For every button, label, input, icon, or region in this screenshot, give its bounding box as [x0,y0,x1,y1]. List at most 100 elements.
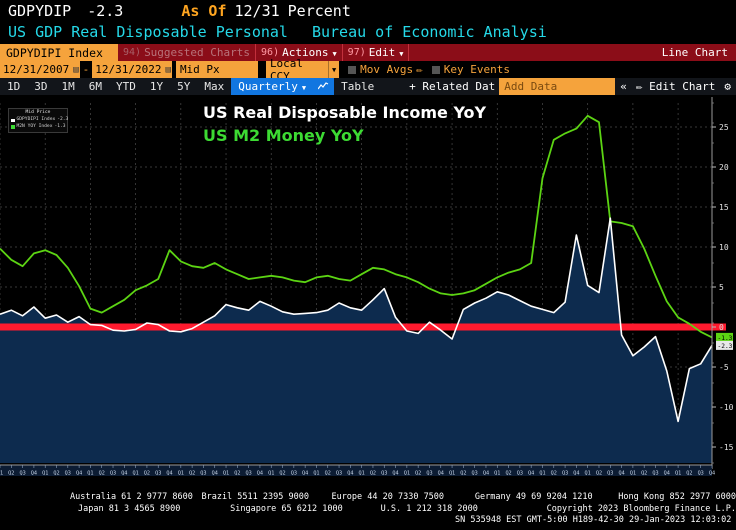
svg-text:Q1: Q1 [449,471,455,477]
svg-text:25: 25 [719,123,729,132]
tab-range-1y[interactable]: 1Y [149,80,164,93]
gear-icon[interactable]: ⚙ [724,80,731,93]
value-unit: Percent [287,2,351,20]
chart-area[interactable]: 2520151050-5-10-15-1.3-2.3Q1Q2Q3Q4Q1Q2Q3… [0,95,736,477]
svg-text:Q3: Q3 [698,471,704,477]
footer-contact: Europe 44 20 7330 7500 [331,492,445,502]
svg-text:Q4: Q4 [573,471,579,477]
svg-text:Q4: Q4 [166,471,172,477]
svg-text:0: 0 [719,323,724,332]
svg-text:Q2: Q2 [370,471,376,477]
checkbox-icon [431,65,440,74]
collapse-icon[interactable]: « [620,80,627,93]
svg-text:Q2: Q2 [279,471,285,477]
svg-text:Q2: Q2 [99,471,105,477]
svg-text:-5: -5 [719,363,729,372]
chart-type-label[interactable]: Line Chart [661,46,728,59]
menu-edit[interactable]: 97) Edit ▼ [343,44,410,61]
svg-text:Q2: Q2 [641,471,647,477]
chart-canvas[interactable]: 2520151050-5-10-15-1.3-2.3Q1Q2Q3Q4Q1Q2Q3… [0,95,736,477]
svg-text:Q4: Q4 [257,471,263,477]
svg-text:Q4: Q4 [302,471,308,477]
legend-entry: GDPYDIPI Index -2.3 [11,117,68,124]
svg-text:Q2: Q2 [505,471,511,477]
svg-text:Q4: Q4 [438,471,444,477]
legend-value: -1.3 [54,123,66,129]
data-source: Bureau of Economic Analysi [311,23,547,41]
line-chart-glyph [318,82,329,90]
svg-text:Q3: Q3 [381,471,387,477]
svg-text:Q1: Q1 [359,471,365,477]
tab-range-3d[interactable]: 3D [34,80,48,93]
footer-contact: Hong Kong 852 2977 6000 [618,492,736,502]
svg-text:-10: -10 [719,403,734,412]
svg-text:Q4: Q4 [618,471,624,477]
footer-contact: U.S. 1 212 318 2000 [380,503,478,514]
svg-text:Q1: Q1 [630,471,636,477]
svg-text:Q1: Q1 [494,471,500,477]
svg-text:Q3: Q3 [200,471,206,477]
range-tab-row: 1D 3D 1M 6M YTD 1Y 5Y Max Quarterly ▼ Ta… [0,78,736,95]
pencil-icon[interactable]: ✏ [416,63,423,76]
menu-suggested-charts[interactable]: 94) Suggested Charts [118,44,257,61]
tab-range-1m[interactable]: 1M [61,80,75,93]
svg-text:-1.3: -1.3 [718,335,733,342]
svg-text:-2.3: -2.3 [718,343,733,350]
svg-text:-15: -15 [719,443,734,452]
svg-text:Q4: Q4 [664,471,670,477]
end-date-input[interactable]: 12/31/2022 [92,61,165,78]
line-chart-icon[interactable] [313,78,335,95]
svg-text:Q1: Q1 [0,471,3,477]
tab-range-1d[interactable]: 1D [7,80,21,93]
svg-text:Q2: Q2 [596,471,602,477]
security-ticker: GDPYDIP [8,2,72,20]
mov-avgs-label: Mov Avgs [360,63,414,76]
svg-text:Q2: Q2 [189,471,195,477]
calendar-icon[interactable]: ▤ [72,61,80,78]
svg-text:Q1: Q1 [404,471,410,477]
footer-copyright: Copyright 2023 Bloomberg Finance L.P. [546,503,736,514]
chevron-down-icon: ▼ [301,83,307,92]
start-date-input[interactable]: 12/31/2007 [0,61,73,78]
security-description: US GDP Real Disposable Personal [8,23,288,41]
legend-swatch [11,125,15,129]
svg-text:Q4: Q4 [528,471,534,477]
menu-actions[interactable]: 96) Actions ▼ [256,44,343,61]
ticker-input[interactable]: GDPYDIPI Index [0,44,118,61]
edit-chart-button[interactable]: ✏ Edit Chart [632,78,719,95]
related-data-button[interactable]: + Related Dat [409,80,496,93]
tab-range-6m[interactable]: 6M [88,80,102,93]
tab-range-ytd[interactable]: YTD [116,80,136,93]
currency-select[interactable]: Local CCY [265,57,328,83]
chart-title-series2: US M2 Money YoY [203,126,364,145]
chart-title-series1: US Real Disposable Income YoY [203,103,487,122]
footer-session-info: SN 535948 EST GMT-5:00 H189-42-30 29-Jan… [455,515,732,525]
svg-text:Q3: Q3 [19,471,25,477]
calendar-icon[interactable]: ▤ [164,61,172,78]
pencil-icon: ✏ [635,80,650,93]
tab-range-max[interactable]: Max [204,80,225,93]
date-range-separator: - [82,63,90,76]
tab-range-5y[interactable]: 5Y [177,80,191,93]
tab-table[interactable]: Table [341,80,375,93]
menu-number: 97) [347,47,366,58]
mov-avgs-toggle[interactable]: Mov Avgs ✏ [339,61,423,78]
key-events-toggle[interactable]: Key Events [423,61,510,78]
svg-text:Q3: Q3 [426,471,432,477]
add-data-input[interactable]: Add Data [499,78,616,95]
edit-chart-label: Edit Chart [649,80,716,93]
svg-text:Q1: Q1 [268,471,274,477]
svg-text:Q2: Q2 [144,471,150,477]
periodicity-select[interactable]: Quarterly ▼ [231,78,314,95]
svg-text:Q3: Q3 [65,471,71,477]
footer-contact: Japan 81 3 4565 8900 [78,503,181,514]
command-menu-bar: GDPYDIPI Index 94) Suggested Charts 96) … [0,44,736,61]
security-description-line: US GDP Real Disposable Personal Bureau o… [0,21,736,43]
svg-text:Q4: Q4 [212,471,218,477]
footer-row-3: SN 535948 EST GMT-5:00 H189-42-30 29-Jan… [0,515,736,527]
price-type-input[interactable]: Mid Px [175,61,258,78]
chevron-down-icon[interactable]: ▼ [327,61,340,78]
as-of-label: As Of [181,2,227,20]
svg-text:15: 15 [719,203,729,212]
footer-row-1: Australia 61 2 9777 8600 Brazil 5511 239… [0,492,736,504]
